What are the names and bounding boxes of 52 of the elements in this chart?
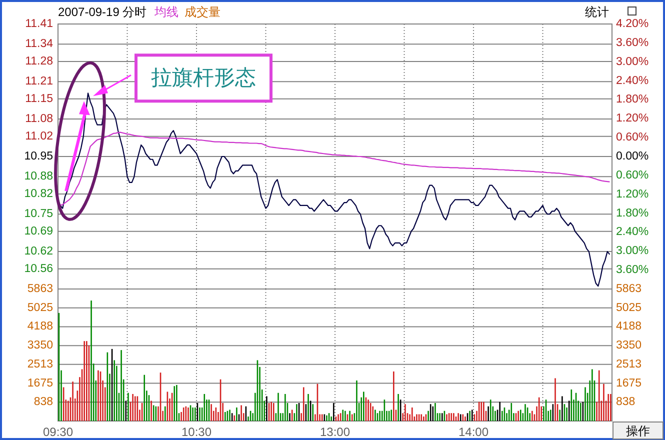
y2-tick-label: 1675 — [616, 377, 642, 390]
y-tick-label: 11.34 — [25, 38, 54, 50]
y2-tick-label: 3.60% — [616, 264, 649, 276]
y-tick-label: 4188 — [27, 320, 53, 333]
y2-tick-label: 4.20% — [616, 18, 649, 30]
text: 均线 — [154, 5, 179, 19]
y-tick-label: 10.95 — [24, 150, 53, 162]
y-tick-label: 11.41 — [25, 18, 53, 30]
y-tick-label: 2513 — [27, 358, 53, 370]
y-tick-label: 5863 — [27, 283, 53, 295]
y-tick-label: 11.21 — [25, 76, 53, 88]
y-tick-label: 5025 — [27, 302, 53, 314]
y2-tick-label: 0.00% — [616, 150, 649, 162]
y2-tick-label: 3350 — [616, 340, 642, 352]
y2-tick-label: 1.20% — [616, 112, 649, 125]
text: 操作 — [626, 424, 650, 438]
y2-tick-label: 1.20% — [616, 188, 649, 200]
annotation: 拉旗杆形态 — [151, 66, 256, 90]
y-tick-label: 10.62 — [24, 246, 53, 258]
y2-tick-label: 2.40% — [616, 226, 649, 238]
y2-tick-label: 5025 — [616, 302, 642, 314]
y-tick-label: 11.08 — [25, 113, 53, 126]
y2-tick-label: 5863 — [616, 283, 642, 295]
y-tick-label: 1675 — [27, 377, 53, 390]
y-tick-label: 11.28 — [25, 55, 53, 68]
y-tick-label: 11.15 — [25, 92, 53, 105]
text: 成交量 — [184, 5, 221, 19]
y2-tick-label: 0.60% — [616, 169, 649, 182]
x-tick-label: 13:00 — [320, 425, 350, 439]
y-tick-label: 10.56 — [24, 262, 53, 275]
x-tick-label: 14:00 — [458, 425, 489, 439]
y2-tick-label: 2.40% — [616, 74, 649, 87]
y2-tick-label: 838 — [616, 396, 636, 408]
y2-tick-label: 1.80% — [616, 207, 649, 220]
y2-tick-label: 2513 — [616, 358, 642, 370]
y-tick-label: 10.82 — [24, 188, 53, 200]
x-tick-label: 10:30 — [181, 425, 212, 439]
y2-tick-label: 3.60% — [616, 36, 649, 49]
y-tick-label: 10.75 — [24, 208, 53, 220]
y-tick-label: 838 — [34, 396, 53, 408]
text: 统计 — [585, 5, 609, 19]
y2-tick-label: 3.00% — [616, 56, 649, 68]
y-tick-label: 11.02 — [25, 130, 53, 142]
chart-title: 2007-09-19 分时 — [58, 5, 147, 19]
x-tick-label: 09:30 — [42, 425, 74, 439]
y-tick-label: 3350 — [27, 340, 53, 352]
y2-tick-label: 0.60% — [616, 132, 649, 144]
y-tick-label: 10.69 — [24, 225, 53, 238]
y2-tick-label: 4188 — [616, 320, 642, 333]
y2-tick-label: 3.00% — [616, 245, 649, 258]
y-tick-label: 10.88 — [24, 170, 53, 183]
y2-tick-label: 1.80% — [616, 94, 649, 106]
